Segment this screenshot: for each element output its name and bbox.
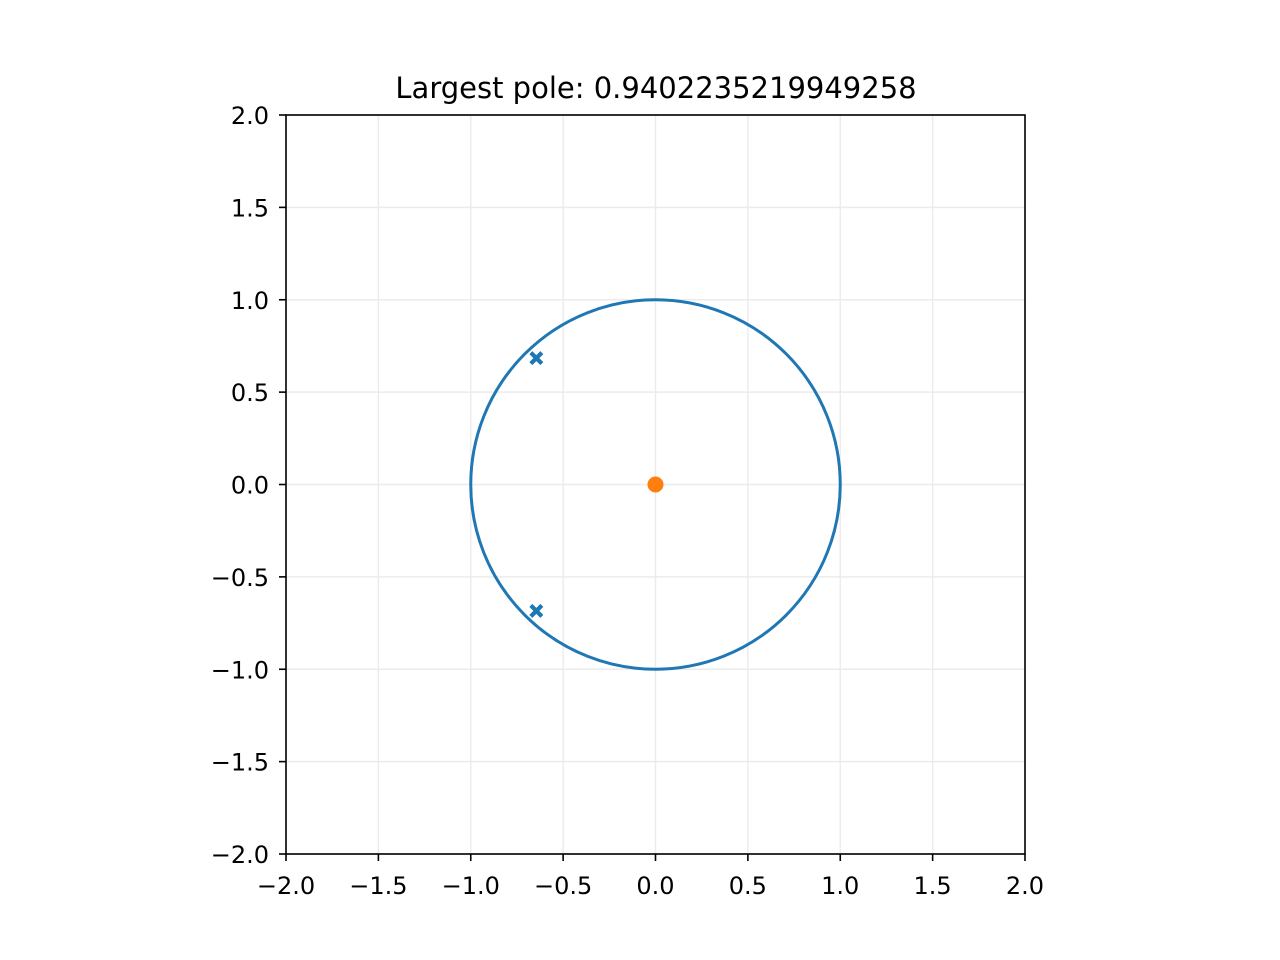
y-tick-label-5: 0.5 [231, 379, 269, 407]
y-tick-label-1: −1.5 [211, 749, 269, 777]
y-tick-label-7: 1.5 [231, 194, 269, 222]
x-tick-label-0: −2.0 [257, 872, 315, 900]
y-tick-label-2: −1.0 [211, 656, 269, 684]
x-tick-label-3: −0.5 [534, 872, 592, 900]
x-tick-label-1: −1.5 [349, 872, 407, 900]
pole-marker-1 [529, 603, 544, 618]
y-tick-label-3: −0.5 [211, 564, 269, 592]
x-tick-label-6: 1.0 [821, 872, 859, 900]
pole-marker-0 [529, 351, 544, 366]
x-tick-label-2: −1.0 [442, 872, 500, 900]
axis-ticks: −2.0 −1.5 −1.0 −0.5 0.0 0.5 1.0 1.5 2.0 −2.0 −1.5 −… [211, 102, 1044, 900]
x-tick-label-8: 2.0 [1006, 872, 1044, 900]
x-tick-label-5: 0.5 [729, 872, 767, 900]
chart-title: Largest pole: 0.9402235219949258 [395, 71, 916, 105]
x-tick-label-7: 1.5 [914, 872, 952, 900]
y-tick-label-4: 0.0 [231, 472, 269, 500]
y-tick-label-0: −2.0 [211, 841, 269, 869]
y-tick-label-6: 1.0 [231, 287, 269, 315]
zero-marker-0 [647, 476, 664, 493]
y-tick-label-8: 2.0 [231, 102, 269, 130]
unit-circle [469, 298, 842, 671]
plot-data [469, 298, 842, 671]
x-tick-label-4: 0.0 [636, 872, 674, 900]
